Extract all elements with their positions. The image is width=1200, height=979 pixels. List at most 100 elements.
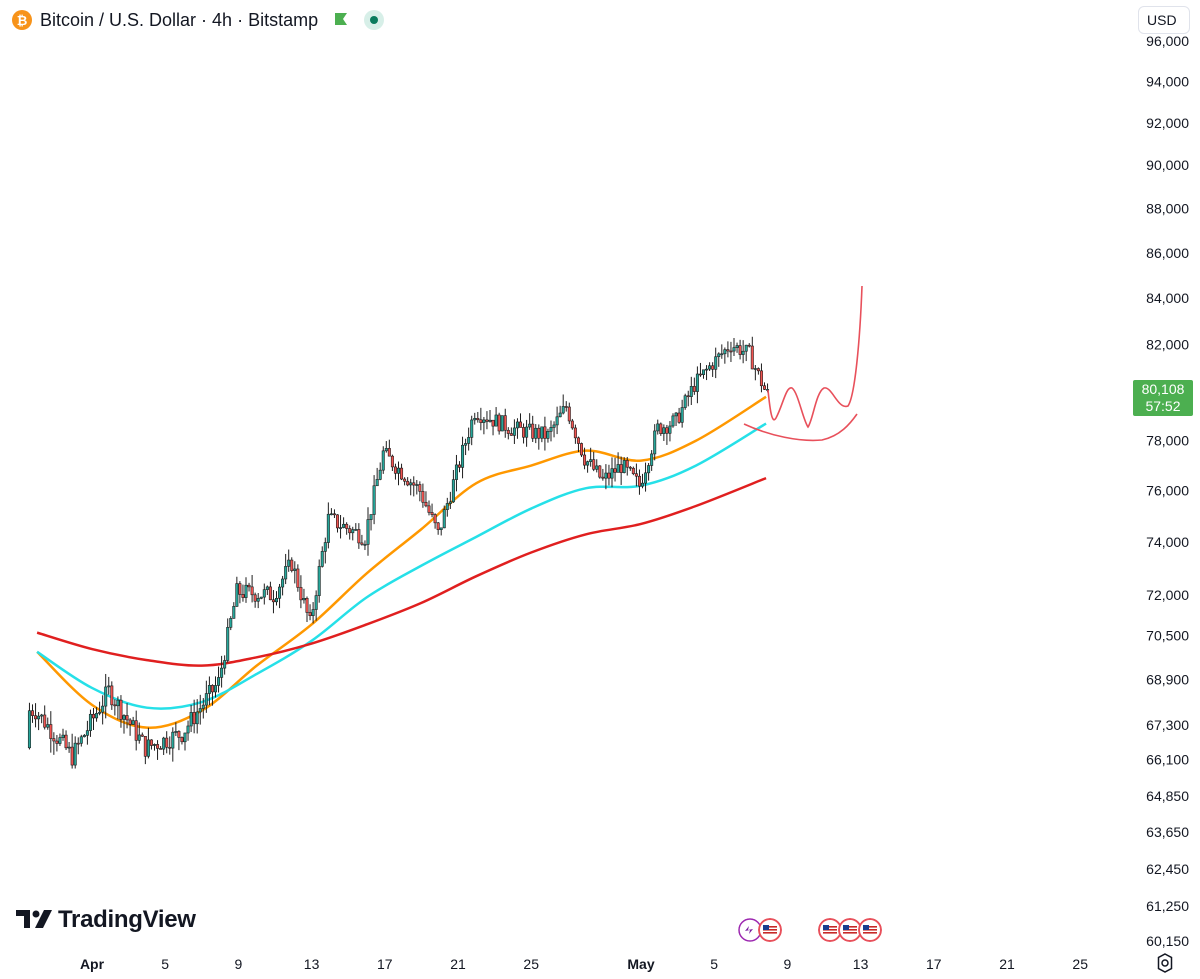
candle (714, 347, 718, 379)
candle (598, 465, 602, 479)
candle (40, 713, 44, 724)
candle (522, 423, 526, 444)
ema-cyan-line (36, 422, 767, 710)
candle (390, 454, 394, 471)
candle (256, 592, 260, 609)
candle (701, 369, 705, 379)
economic-events-group-2[interactable] (818, 918, 882, 942)
candle (326, 502, 330, 549)
candle (470, 415, 474, 446)
candle (271, 590, 275, 614)
candle (61, 728, 65, 741)
market-status-icon[interactable] (364, 10, 385, 30)
candle (247, 582, 251, 592)
candle (335, 514, 339, 533)
candle (165, 731, 169, 754)
candle (561, 394, 565, 415)
candle (512, 419, 516, 444)
candle (695, 366, 699, 404)
us-flag-icon[interactable] (838, 918, 862, 942)
candle (274, 591, 278, 606)
candle (491, 419, 495, 436)
candle (451, 469, 455, 503)
symbol-title: Bitcoin / U.S. Dollar · 4h · Bitstamp (40, 9, 319, 30)
candle (140, 732, 144, 737)
candle (189, 704, 193, 733)
candle (650, 450, 654, 471)
candle (217, 666, 221, 693)
candle (662, 424, 666, 441)
candle (726, 341, 730, 358)
y-tick-label: 67,300 (1146, 717, 1189, 733)
us-flag-icon[interactable] (758, 918, 782, 942)
candle (119, 695, 123, 728)
candle (156, 740, 160, 760)
candle (711, 362, 715, 377)
candle (198, 694, 202, 725)
candle (668, 421, 672, 442)
economic-events-group-1[interactable] (738, 918, 782, 942)
candle (253, 592, 257, 608)
candle (354, 523, 358, 531)
candle (92, 708, 96, 730)
candle (680, 399, 684, 428)
currency-select[interactable]: USD (1138, 6, 1190, 34)
candle (293, 561, 297, 584)
y-tick-label: 68,900 (1146, 672, 1189, 688)
candle (287, 549, 291, 572)
tradingview-logo[interactable]: TradingView (16, 906, 196, 934)
y-tick-label: 84,000 (1146, 290, 1189, 306)
candle (210, 684, 214, 706)
flag-icon[interactable] (332, 11, 350, 29)
candle (281, 575, 285, 596)
us-flag-icon[interactable] (858, 918, 882, 942)
candle (677, 407, 681, 424)
candle (58, 733, 62, 746)
candle (528, 413, 532, 430)
candle (537, 424, 541, 450)
settings-gear-icon[interactable] (1155, 953, 1175, 973)
x-tick-label: 13 (304, 956, 320, 972)
candle (149, 739, 153, 750)
candle (317, 559, 321, 603)
y-tick-label: 66,100 (1146, 751, 1189, 767)
tradingview-logo-text: TradingView (58, 906, 196, 933)
candle (762, 382, 766, 390)
candle (747, 343, 751, 348)
candle (506, 427, 510, 440)
candle (201, 698, 205, 719)
candle (430, 503, 434, 518)
candle (348, 525, 352, 540)
y-tick-label: 86,000 (1146, 245, 1189, 261)
symbol-header[interactable]: ₿ Bitcoin / U.S. Dollar · 4h · Bitstamp (12, 8, 385, 32)
candle (400, 463, 404, 481)
y-tick-label: 74,000 (1146, 534, 1189, 550)
candle (500, 415, 504, 432)
candle (586, 460, 590, 473)
candle (95, 707, 99, 722)
candle (457, 461, 461, 473)
candle (729, 341, 733, 362)
candle (461, 436, 465, 479)
candle (384, 441, 388, 453)
candle (204, 680, 208, 713)
candle (467, 427, 471, 451)
candle (436, 521, 440, 535)
candle (656, 419, 660, 435)
candle (735, 342, 739, 353)
y-tick-label: 92,000 (1146, 115, 1189, 131)
x-tick-label: May (627, 956, 654, 972)
candle (634, 463, 638, 487)
candle (421, 483, 425, 508)
y-tick-label: 62,450 (1146, 861, 1189, 877)
candle (415, 480, 419, 495)
us-flag-icon[interactable] (818, 918, 842, 942)
candle (125, 703, 129, 729)
candle (329, 508, 333, 516)
candle (342, 517, 346, 529)
candle (241, 584, 245, 602)
candle (357, 523, 361, 549)
candle (113, 699, 117, 716)
candle (439, 527, 443, 536)
